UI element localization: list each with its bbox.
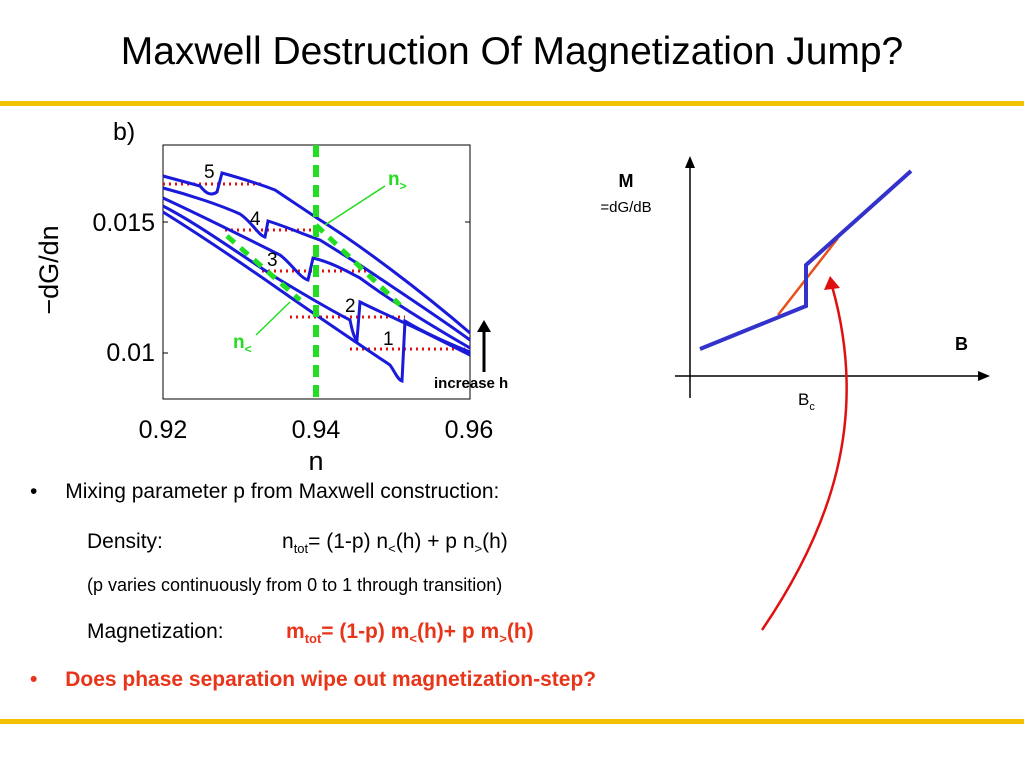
curve-1 — [162, 210, 471, 383]
curve-4 — [162, 186, 471, 342]
transition-note: (p varies continuously from 0 to 1 throu… — [87, 575, 503, 595]
pointer-arrow-head-icon — [824, 276, 840, 290]
curve-label: 1 — [383, 329, 394, 350]
phase-boundary-right — [314, 223, 402, 307]
energy-curves — [162, 171, 471, 383]
n-greater-pointer — [324, 185, 386, 226]
panel-label: b) — [113, 118, 135, 146]
y-axis-label: −dG/dn — [34, 225, 64, 314]
curve-label: 3 — [267, 250, 278, 271]
field-axis-label: B — [955, 334, 968, 354]
x-tick-label: 0.92 — [139, 416, 188, 444]
bullet-text: Mixing parameter p from Maxwell construc… — [65, 480, 500, 503]
bullet-item-question: • Does phase separation wipe out magneti… — [30, 668, 596, 692]
curve-label: 4 — [250, 209, 261, 230]
curve-2 — [162, 204, 471, 357]
bottom-divider — [0, 719, 1024, 724]
density-label: Density: — [87, 530, 163, 553]
pointer-arrow — [760, 285, 848, 631]
magnetization-axis-sublabel: =dG/dB — [600, 199, 651, 216]
y-tick-label: 0.01 — [106, 339, 155, 367]
bullet-item: • Mixing parameter p from Maxwell constr… — [30, 480, 499, 504]
bullet-text: Does phase separation wipe out magnetiza… — [65, 668, 597, 691]
density-equation: ntot= (1-p) n<(h) + p n>(h) — [282, 530, 508, 557]
curve-3 — [162, 196, 471, 350]
magnetization-axis-label: M — [619, 171, 634, 191]
magnetization-step-curve — [699, 169, 913, 351]
arrow-head-icon — [477, 320, 491, 332]
phase-boundary-left — [225, 234, 302, 302]
critical-field-label: Bc — [798, 390, 815, 413]
curve-5 — [162, 171, 471, 335]
n-greater-label: n> — [388, 169, 407, 193]
magnetization-label: Magnetization: — [87, 620, 224, 643]
x-tick-label: 0.94 — [292, 416, 341, 444]
x-axis-arrow-icon — [978, 371, 990, 381]
y-axis-arrow-icon — [685, 156, 695, 168]
curve-label: 2 — [345, 296, 356, 317]
n-less-pointer — [255, 301, 291, 336]
top-divider — [0, 101, 1024, 106]
curve-label: 5 — [204, 162, 215, 183]
bullet-icon: • — [30, 668, 38, 691]
n-less-label: n< — [233, 332, 252, 356]
x-axis-label: n — [308, 446, 323, 476]
y-tick-label: 0.015 — [92, 209, 155, 237]
magnetization-equation: mtot= (1-p) m<(h)+ p m>(h) — [286, 620, 534, 647]
bullet-icon: • — [30, 480, 38, 503]
x-tick-label: 0.96 — [445, 416, 494, 444]
slide-title: Maxwell Destruction Of Magnetization Jum… — [120, 30, 904, 73]
increase-h-label: increase h — [434, 375, 508, 392]
